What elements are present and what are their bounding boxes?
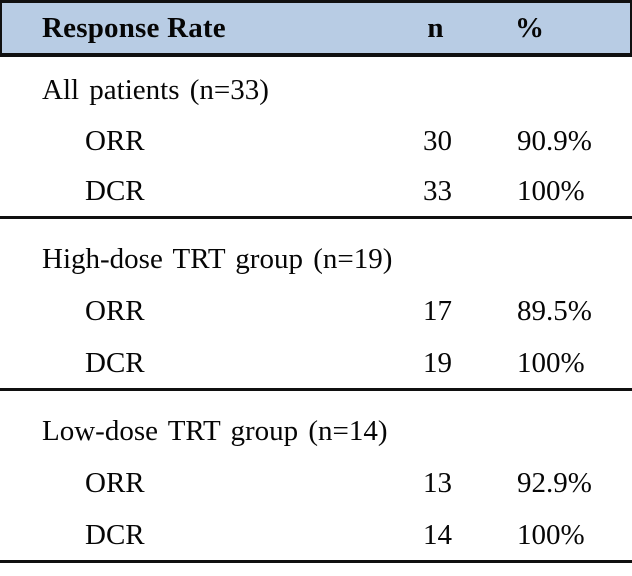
table-row-dcr: DCR 14 100% <box>0 510 632 560</box>
section-label: High-dose TRT group (n=19) <box>42 242 393 275</box>
section-label: Low-dose TRT group (n=14) <box>42 414 388 447</box>
table-row-orr: ORR 17 89.5% <box>0 285 632 338</box>
table-row-dcr: DCR 19 100% <box>0 338 632 388</box>
cell-percent: 90.9% <box>517 124 592 157</box>
table-row-orr: ORR 30 90.9% <box>0 115 632 167</box>
section-high-dose: High-dose TRT group (n=19) ORR 17 89.5% … <box>0 219 632 391</box>
section-low-dose: Low-dose TRT group (n=14) ORR 13 92.9% D… <box>0 391 632 563</box>
column-header-percent: % <box>515 11 544 44</box>
section-label-row: High-dose TRT group (n=19) <box>0 233 632 285</box>
section-all-patients: All patients (n=33) ORR 30 90.9% DCR 33 … <box>0 57 632 219</box>
cell-percent: 89.5% <box>517 295 592 327</box>
cell-n: 19 <box>423 346 452 379</box>
cell-percent: 92.9% <box>517 467 592 499</box>
cell-percent: 100% <box>517 346 585 379</box>
cell-n: 30 <box>423 124 452 157</box>
table-row-dcr: DCR 33 100% <box>0 167 632 216</box>
cell-percent: 100% <box>517 175 585 207</box>
cell-n: 17 <box>423 295 452 327</box>
cell-n: 13 <box>423 467 452 499</box>
column-header-response-rate: Response Rate <box>42 11 226 44</box>
row-label: ORR <box>85 295 145 327</box>
section-label-row: Low-dose TRT group (n=14) <box>0 405 632 457</box>
row-label: DCR <box>85 175 145 207</box>
column-header-n: n <box>427 11 444 44</box>
cell-n: 14 <box>423 518 452 551</box>
table-row-orr: ORR 13 92.9% <box>0 457 632 510</box>
table-header-row: Response Rate n % <box>0 0 632 57</box>
row-label: ORR <box>85 124 145 157</box>
cell-percent: 100% <box>517 518 585 551</box>
section-label-row: All patients (n=33) <box>0 65 632 115</box>
row-label: DCR <box>85 518 145 551</box>
row-label: DCR <box>85 346 145 379</box>
row-label: ORR <box>85 467 145 499</box>
cell-n: 33 <box>423 175 452 207</box>
section-label: All patients (n=33) <box>42 73 269 106</box>
